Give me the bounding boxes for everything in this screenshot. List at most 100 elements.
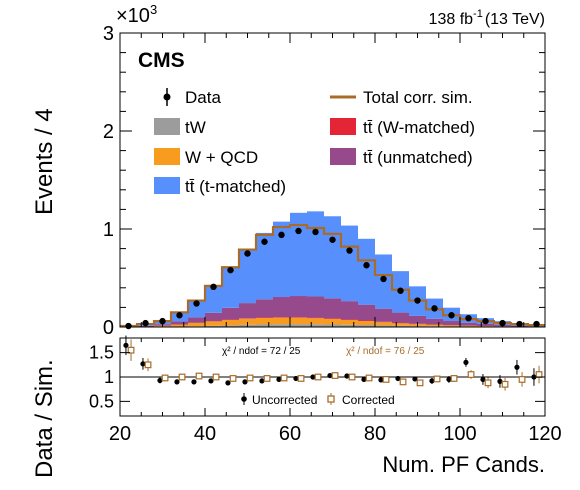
data-point (142, 319, 149, 327)
stack-bar (426, 324, 443, 327)
ratio-point-corrected (501, 380, 509, 388)
ratio-point-corrected (331, 372, 339, 379)
stack-bar (375, 325, 392, 327)
stack-bar (324, 298, 341, 319)
ratio-point-corrected (433, 375, 441, 383)
y-tick-label: 2 (103, 121, 114, 143)
ratio-point-uncorrected (140, 361, 146, 367)
ratio-point-uncorrected (361, 376, 367, 383)
stack-bar (205, 312, 222, 322)
ratio-point-corrected (280, 374, 288, 382)
stack-bar (222, 319, 239, 326)
top-y-axis-label: Events / 4 (31, 108, 58, 215)
stack-bar (188, 317, 205, 323)
legend-entry-data: Data (163, 88, 221, 107)
stack-bar (443, 321, 460, 326)
ratio-legend: Uncorrected Corrected (241, 393, 395, 407)
legend-label: Data (185, 88, 221, 107)
legend-label: Total corr. sim. (363, 88, 473, 107)
stack-bar (358, 325, 375, 327)
data-point (465, 314, 472, 322)
ratio-point-corrected (365, 374, 373, 382)
stack-bar (358, 238, 375, 305)
stack-bar (324, 216, 341, 299)
legend-swatch-tt-t-matched (154, 177, 180, 194)
legend-uncorrected-marker (241, 396, 247, 402)
stack-bar (188, 322, 205, 327)
ratio-point-corrected (314, 373, 322, 381)
ratio-point-corrected (518, 376, 526, 383)
stack-bar (239, 249, 256, 304)
top-stack-bars (137, 211, 545, 327)
legend-entry-tt-unmatched: tt̄ (unmatched) (330, 148, 473, 167)
ratio-point-uncorrected (327, 372, 333, 379)
stack-bar (307, 324, 324, 327)
stack-bar (409, 315, 426, 324)
stack-bar (239, 318, 256, 325)
stack-bar (171, 324, 188, 327)
data-point (159, 317, 166, 325)
stack-bar (290, 317, 307, 318)
legend-label: Uncorrected (252, 393, 317, 407)
stack-bar (375, 308, 392, 322)
ratio-point-corrected (467, 371, 475, 378)
ratio-point-uncorrected (293, 375, 299, 382)
stack-bar (256, 317, 273, 318)
chi2-corrected: χ² / ndof = 76 / 25 (346, 346, 425, 357)
ratio-point-corrected (416, 379, 424, 387)
ratio-point-corrected (297, 375, 305, 382)
data-point (278, 231, 285, 239)
stack-bar (273, 317, 290, 318)
chi2-uncorrected: χ² / ndof = 72 / 25 (222, 346, 301, 357)
ratio-ticks: 20 40 60 80 100 120 0.5 1 1.5 (89, 338, 562, 445)
legend-corrected-marker (327, 395, 335, 403)
stack-bar (358, 321, 375, 326)
legend-label: W + QCD (185, 148, 258, 167)
stack-bar (256, 232, 273, 300)
y-tick-label: 1 (103, 219, 114, 241)
ratio-point-uncorrected (446, 376, 452, 383)
ratio-y-axis-label: Data / Sim. (31, 359, 58, 478)
data-point (125, 322, 132, 330)
y-tick-label: 0 (103, 317, 114, 339)
x-axis-label: Num. PF Cands. (382, 452, 545, 477)
stack-bar (341, 324, 358, 327)
stack-bar (171, 321, 188, 325)
stack-bar (341, 319, 358, 325)
ratio-point-uncorrected (123, 342, 129, 348)
data-point (482, 317, 489, 325)
y-tick-label: 0.5 (89, 391, 114, 411)
legend-entry-tt-w-matched: tt̄ (W-matched) (330, 118, 475, 137)
stack-bar (460, 322, 477, 326)
stack-bar (256, 299, 273, 318)
stack-bar (392, 312, 409, 323)
ratio-point-uncorrected (412, 376, 418, 382)
ratio-point-uncorrected (514, 364, 520, 370)
stack-bar (273, 221, 290, 298)
ratio-point-uncorrected (531, 374, 537, 380)
ratio-point-corrected (263, 375, 271, 382)
ratio-point-uncorrected (344, 373, 350, 379)
stack-bar (205, 285, 222, 313)
stack-bar (256, 317, 273, 325)
ratio-point-corrected (450, 375, 458, 382)
stack-bar (307, 211, 324, 297)
x-tick-label: 120 (528, 423, 561, 445)
stack-bar (273, 324, 290, 327)
legend-entry-tw: tW (154, 118, 206, 137)
ratio-point-uncorrected (429, 378, 435, 384)
legend-label: tt̄ (t-matched) (185, 177, 286, 196)
x-tick-label: 60 (279, 423, 301, 445)
data-point (329, 236, 336, 243)
legend-label: tt̄ (W-matched) (363, 118, 475, 137)
x-tick-label: 40 (194, 423, 216, 445)
legend-label: tW (185, 118, 206, 137)
stack-bar (239, 303, 256, 319)
top-panel: 0 1 2 3 ×103 138 fb-1 (13 TeV) CMS Events / … (31, 2, 546, 339)
stack-bar (307, 318, 324, 325)
stack-bar (307, 317, 324, 319)
ratio-point-corrected (144, 361, 152, 369)
experiment-label: CMS (138, 49, 185, 72)
ratio-point-uncorrected (378, 377, 384, 383)
